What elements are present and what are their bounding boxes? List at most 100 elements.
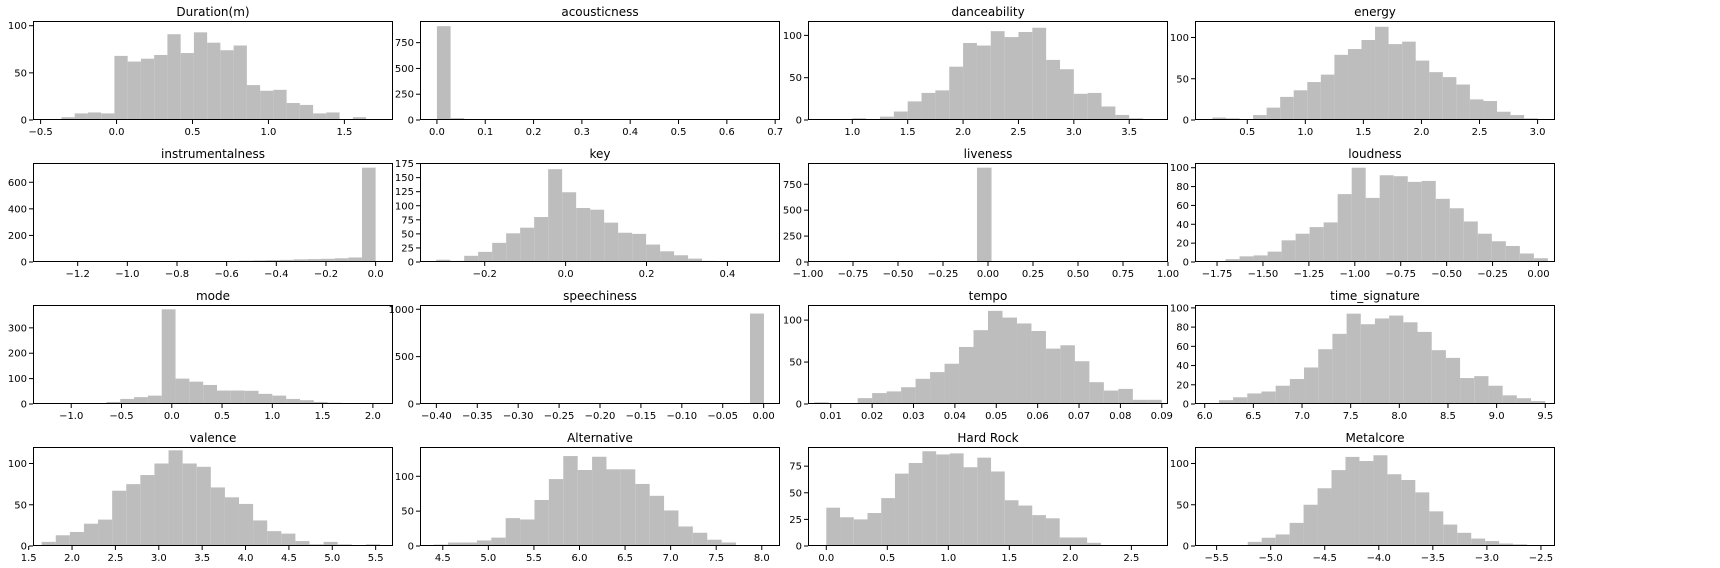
histogram-bar: [1510, 115, 1525, 120]
histogram-bar: [189, 381, 204, 404]
histogram-bar: [921, 92, 936, 120]
axes-frame: [33, 163, 393, 262]
y-tick-label: 250: [783, 232, 802, 243]
histogram-bar: [233, 45, 247, 121]
histogram-bar: [604, 222, 619, 262]
y-tick-label: 0: [408, 258, 414, 269]
histogram-bar: [649, 495, 665, 546]
y-tick-label: 50: [789, 358, 802, 369]
histogram-bar: [436, 26, 451, 120]
histogram-bar: [1393, 176, 1408, 262]
x-tick-label: −0.25: [928, 269, 959, 280]
histogram-bar: [1407, 181, 1422, 262]
histogram-bar: [334, 258, 349, 262]
x-tick-label: 1.0: [260, 127, 276, 138]
y-tick-label: 0: [796, 116, 802, 127]
histogram-bar: [1471, 538, 1486, 546]
x-tick-label: 1.0: [844, 127, 860, 138]
histogram-bar: [1261, 537, 1276, 546]
histogram-bar: [1483, 101, 1498, 120]
histogram-energy: energy 0.5 1.0 1.5 2.0 2.5 3.0 0 50 100: [1170, 5, 1555, 138]
x-tick-label: −0.40: [421, 411, 452, 422]
histogram-bar: [944, 363, 960, 404]
histogram-bar: [1429, 511, 1444, 546]
x-tick-label: −0.75: [838, 269, 869, 280]
histogram-bar: [976, 45, 991, 120]
histogram-bar: [1002, 317, 1017, 404]
histogram-bar: [69, 531, 84, 546]
x-tick-label: 0.0: [818, 553, 834, 564]
x-tick-label: −0.15: [626, 411, 657, 422]
histogram-bar: [963, 467, 978, 546]
histogram-bar: [260, 90, 274, 120]
axes-frame: [33, 21, 393, 120]
histogram-bar: [1247, 541, 1262, 546]
histogram-bar: [230, 390, 245, 404]
x-tick-label: −0.2: [314, 269, 338, 280]
histogram-bar: [1293, 90, 1308, 120]
panel-title: speechiness: [563, 289, 637, 303]
x-tick-label: 1.5: [1001, 553, 1017, 564]
histogram-bar: [182, 463, 197, 546]
histogram-bar: [1477, 233, 1492, 262]
histogram-bar: [1359, 461, 1374, 546]
histogram-bar: [915, 378, 931, 404]
panel-title: time_signature: [1330, 289, 1420, 303]
histogram-bar: [867, 513, 882, 546]
x-tick-label: 8.0: [1391, 411, 1407, 422]
x-tick-label: 0.0: [368, 269, 384, 280]
histogram-bar: [692, 532, 708, 546]
x-tick-label: 0.2: [526, 127, 542, 138]
panel-title: danceability: [951, 5, 1024, 19]
y-tick-label: 100: [783, 316, 802, 327]
histogram-bar: [196, 466, 211, 546]
histogram-bar: [448, 542, 463, 546]
x-tick-label: 0.5: [214, 411, 230, 422]
histogram-bar: [935, 90, 950, 120]
axes-frame: [1195, 163, 1555, 262]
histogram-bar: [1317, 488, 1332, 546]
histogram-bar: [1031, 331, 1046, 404]
y-tick-label: 40: [1176, 361, 1189, 372]
histogram-bar: [576, 208, 591, 262]
histogram-bar: [1303, 504, 1318, 546]
histogram-bar: [1032, 515, 1046, 546]
y-tick-label: 0: [1183, 542, 1189, 553]
histogram-bar: [1103, 390, 1119, 404]
x-tick-label: 0.09: [1151, 411, 1173, 422]
histogram-bar: [106, 401, 121, 404]
x-tick-label: 0.00: [1527, 269, 1549, 280]
axes-frame: [808, 21, 1168, 120]
histogram-bar: [1375, 26, 1389, 120]
histogram-bar: [1045, 348, 1061, 404]
histogram-alternative: Alternative 4.5 5.0 5.5 6.0 6.5 7.0 7.5 8.0 0 50 10…: [395, 431, 780, 564]
x-tick-label: −3.0: [1475, 553, 1499, 564]
histogram-bar: [126, 484, 141, 546]
panel-title: instrumentalness: [161, 147, 265, 161]
histogram-bar: [976, 167, 992, 262]
histogram-acousticness: acousticness 0.0 0.1 0.2 0.3 0.4 0.5 0.6 0.7 0 250…: [395, 5, 783, 138]
histogram-bar: [272, 395, 287, 404]
x-tick-label: 2.0: [1062, 553, 1078, 564]
histogram-bar: [990, 31, 1005, 120]
histogram-bar: [281, 533, 296, 546]
histogram-bar: [618, 232, 633, 262]
histogram-bar: [1403, 322, 1418, 404]
panel-title: tempo: [969, 289, 1008, 303]
y-tick-label: 175: [395, 159, 414, 170]
histogram-bar: [55, 535, 70, 546]
histogram-bar: [1445, 357, 1461, 404]
y-tick-label: 0: [796, 258, 802, 269]
y-tick-label: 200: [8, 349, 27, 360]
histogram-bar: [120, 398, 135, 404]
histogram-bar: [1449, 208, 1464, 262]
histogram-instrumentalness: instrumentalness −1.2 −1.0 −0.8 −0.6 −0.4 −0.2…: [8, 147, 393, 280]
axes-frame: [33, 305, 393, 404]
x-tick-label: −1.75: [1202, 269, 1233, 280]
x-tick-label: 0.07: [1068, 411, 1090, 422]
x-tick-label: 2.5: [1011, 127, 1027, 138]
y-tick-label: 400: [8, 204, 27, 215]
histogram-bar: [1474, 376, 1489, 404]
histogram-bar: [313, 401, 328, 404]
x-tick-label: −1.00: [793, 269, 824, 280]
